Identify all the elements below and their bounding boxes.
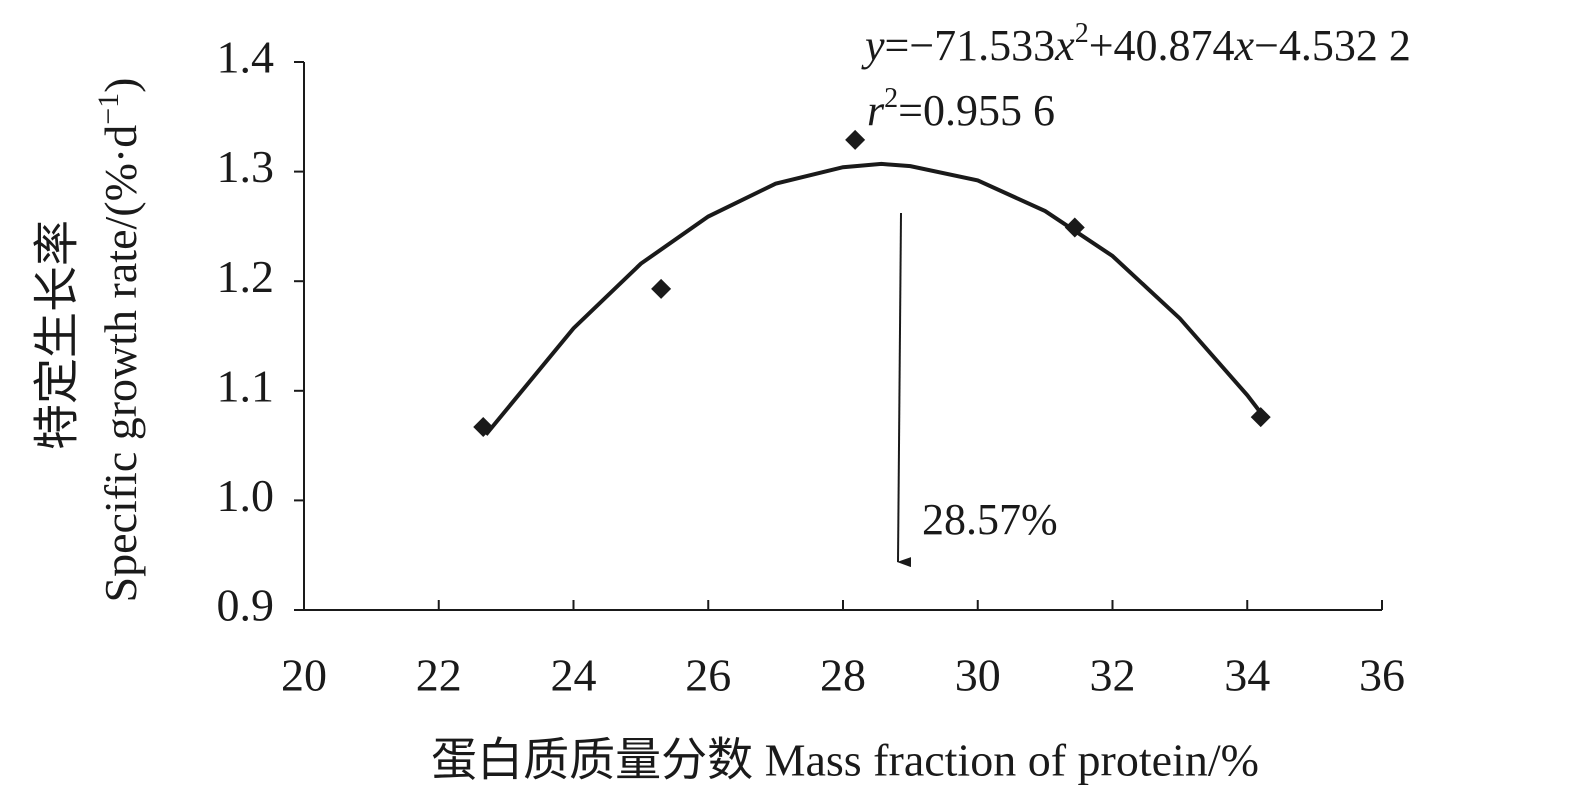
x-tick-label: 34 [1224,650,1270,701]
eq-part: −4.532 2 [1254,21,1411,70]
y-tick-label: 1.2 [217,251,275,302]
x-axis-title: 蛋白质质量分数 Mass fraction of protein/% [431,735,1259,786]
fit-curve [484,161,1263,436]
point [1250,407,1271,428]
r-part: r [867,86,885,135]
point [651,278,672,299]
x-tick-label: 28 [820,650,866,701]
r-squared: r2=0.955 6 [867,83,1055,135]
y-tick-label: 0.9 [217,580,275,631]
annotation-arrow [897,212,912,568]
eq-part: +40.874 [1089,21,1235,70]
point [473,416,494,437]
x-tick-label: 20 [281,650,327,701]
eq-part: x [1054,21,1075,70]
equation: y=−71.533x2+40.874x−4.532 2 [861,18,1411,70]
y-axis-title: Specific growth rate/(%·d−1) [92,78,146,603]
annotation: 28.57% [922,495,1058,544]
y-tick-label: 1.3 [217,141,275,192]
y-title-part: ) [95,78,146,93]
r-part: =0.955 6 [898,86,1055,135]
eq-sup: 2 [1075,18,1089,49]
eq-part: x [1234,21,1255,70]
y-tick-label: 1.1 [217,360,275,411]
y-axis-title-cn: 特定生长率 [32,220,83,450]
r-sup: 2 [884,83,898,114]
eq-part: =−71.533 [885,21,1056,70]
eq-part: y [861,21,885,70]
point [845,129,866,150]
y-title-sup: −1 [92,93,125,125]
y-tick-label: 1.0 [217,470,275,521]
x-tick-label: 32 [1090,650,1136,701]
y-title-part: Specific growth rate/(%·d [95,125,146,603]
point [1064,217,1085,238]
x-tick-label: 26 [685,650,731,701]
x-tick-label: 36 [1359,650,1405,701]
x-tick-label: 24 [551,650,597,701]
y-tick-label: 1.4 [217,32,275,83]
x-tick-label: 30 [955,650,1001,701]
x-tick-label: 22 [416,650,462,701]
